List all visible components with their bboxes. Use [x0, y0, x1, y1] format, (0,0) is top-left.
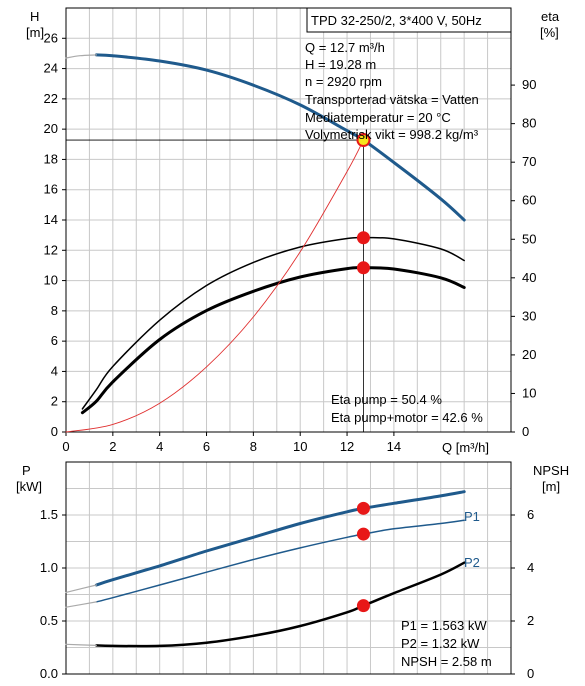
- bottom-grid: [66, 462, 511, 674]
- y-tick-label: 10: [44, 273, 58, 288]
- bottom-y-tick-label: 1.0: [40, 560, 58, 575]
- bottom-y-tick-label: 1.5: [40, 507, 58, 522]
- bottom-y-label: P: [22, 463, 31, 478]
- y2-tick-label: 20: [522, 347, 536, 362]
- bottom-y-ticks: 0.0 0.5 1.0 1.5: [40, 507, 66, 681]
- x-tick-label: 2: [109, 439, 116, 454]
- info-line: Transporterad vätska = Vatten: [305, 92, 479, 107]
- p2-curve-extension: [65, 601, 97, 608]
- top-x-ticks: 0 2 4 6 8 10 12 14: [62, 432, 401, 454]
- npsh-curve-extension: [65, 643, 97, 646]
- info-line: Mediatemperatur = 20 °C: [305, 110, 451, 125]
- y2-tick-label: 0: [522, 424, 529, 439]
- x-tick-label: 6: [203, 439, 210, 454]
- system-curve: [65, 139, 364, 433]
- p1-curve-extension: [65, 584, 97, 593]
- y2-tick-label: 80: [522, 116, 536, 131]
- chart-title-box: [306, 7, 512, 33]
- chart-title: TPD 32-250/2, 3*400 V, 50Hz: [311, 13, 482, 28]
- p1-value-text: P1 = 1.563 kW: [401, 618, 487, 633]
- p2-curve: [95, 519, 465, 603]
- power-npsh-panel: 0.0 0.5 1.0 1.5 0 2 4 6 P [kW] NPSH [m] P1 P2 …: [16, 461, 569, 681]
- y-tick-label: 24: [44, 61, 58, 76]
- top-x-label: Q [m³/h]: [442, 440, 489, 455]
- bottom-y-tick-label: 0.5: [40, 613, 58, 628]
- x-tick-label: 12: [340, 439, 354, 454]
- y-tick-label: 4: [51, 363, 58, 378]
- eta-marker: [356, 231, 370, 245]
- eta-pump-text: Eta pump = 50.4 %: [331, 392, 442, 407]
- info-line: Volymetrisk vikt = 998.2 kg/m³: [305, 127, 479, 142]
- npsh-curve: [95, 561, 466, 648]
- p1-marker: [356, 501, 370, 515]
- top-y2-label: eta: [541, 9, 560, 24]
- y-tick-label: 18: [44, 151, 58, 166]
- bottom-y2-unit: [m]: [542, 479, 560, 494]
- top-y2-unit: [%]: [540, 25, 559, 40]
- efficiency-info: Eta pump = 50.4 % Eta pump+motor = 42.6 …: [331, 392, 483, 425]
- top-markers: [356, 133, 371, 275]
- eta-marker: [356, 261, 370, 275]
- power-info: P1 = 1.563 kW P2 = 1.32 kW NPSH = 2.58 m: [401, 618, 492, 669]
- y-tick-label: 2: [51, 394, 58, 409]
- npsh-marker: [356, 599, 370, 613]
- y2-tick-label: 30: [522, 308, 536, 323]
- bottom-y2-tick-label: 4: [527, 560, 534, 575]
- info-line: H = 19.28 m: [305, 57, 376, 72]
- y-tick-label: 0: [51, 424, 58, 439]
- y-tick-label: 6: [51, 333, 58, 348]
- x-tick-label: 10: [293, 439, 307, 454]
- bottom-y-tick-label: 0.0: [40, 666, 58, 681]
- y-tick-label: 20: [44, 121, 58, 136]
- bottom-y-unit: [kW]: [16, 479, 42, 494]
- bottom-y2-tick-label: 2: [527, 613, 534, 628]
- y-tick-label: 14: [44, 212, 58, 227]
- bottom-y2-tick-label: 6: [527, 507, 534, 522]
- y-tick-label: 8: [51, 303, 58, 318]
- p1-series-label: P1: [464, 509, 480, 524]
- x-tick-label: 14: [387, 439, 401, 454]
- p2-value-text: P2 = 1.32 kW: [401, 636, 480, 651]
- p2-series-label: P2: [464, 555, 480, 570]
- y2-tick-label: 10: [522, 385, 536, 400]
- bottom-markers: [356, 501, 370, 613]
- y2-tick-label: 90: [522, 77, 536, 92]
- top-y-unit: [m]: [26, 25, 44, 40]
- head-curve: [94, 53, 466, 222]
- info-line: Q = 12.7 m³/h: [305, 40, 385, 55]
- info-line: n = 2920 rpm: [305, 74, 382, 89]
- eta-pump-motor-curve: [80, 266, 466, 415]
- y2-tick-label: 50: [522, 231, 536, 246]
- y-tick-label: 22: [44, 91, 58, 106]
- y-tick-label: 12: [44, 242, 58, 257]
- x-tick-label: 8: [250, 439, 257, 454]
- operating-point-marker: [356, 133, 371, 148]
- bottom-y2-tick-label: 0: [527, 666, 534, 681]
- operating-point-info: Q = 12.7 m³/h H = 19.28 m n = 2920 rpm T…: [305, 40, 479, 142]
- npsh-value-text: NPSH = 2.58 m: [401, 654, 492, 669]
- p2-marker: [356, 527, 370, 541]
- top-y2-ticks: 0 10 20 30 40 50 60 70 80 90: [511, 77, 536, 439]
- x-tick-label: 0: [62, 439, 69, 454]
- bottom-y2-label: NPSH: [533, 463, 569, 478]
- y2-tick-label: 40: [522, 270, 536, 285]
- bottom-y2-ticks: 0 2 4 6: [511, 507, 534, 681]
- head-curve-extension: [65, 54, 97, 59]
- top-curves: [65, 53, 466, 433]
- eta-pump-motor-text: Eta pump+motor = 42.6 %: [331, 410, 483, 425]
- x-tick-label: 4: [156, 439, 163, 454]
- top-grid: [66, 8, 511, 432]
- y-tick-label: 16: [44, 182, 58, 197]
- y2-tick-label: 60: [522, 193, 536, 208]
- p1-curve: [94, 490, 466, 587]
- y2-tick-label: 70: [522, 154, 536, 169]
- eta-pump-curve: [81, 236, 465, 410]
- top-y-label: H: [30, 9, 39, 24]
- y-tick-label: 26: [44, 30, 58, 45]
- bottom-curves: [65, 490, 466, 648]
